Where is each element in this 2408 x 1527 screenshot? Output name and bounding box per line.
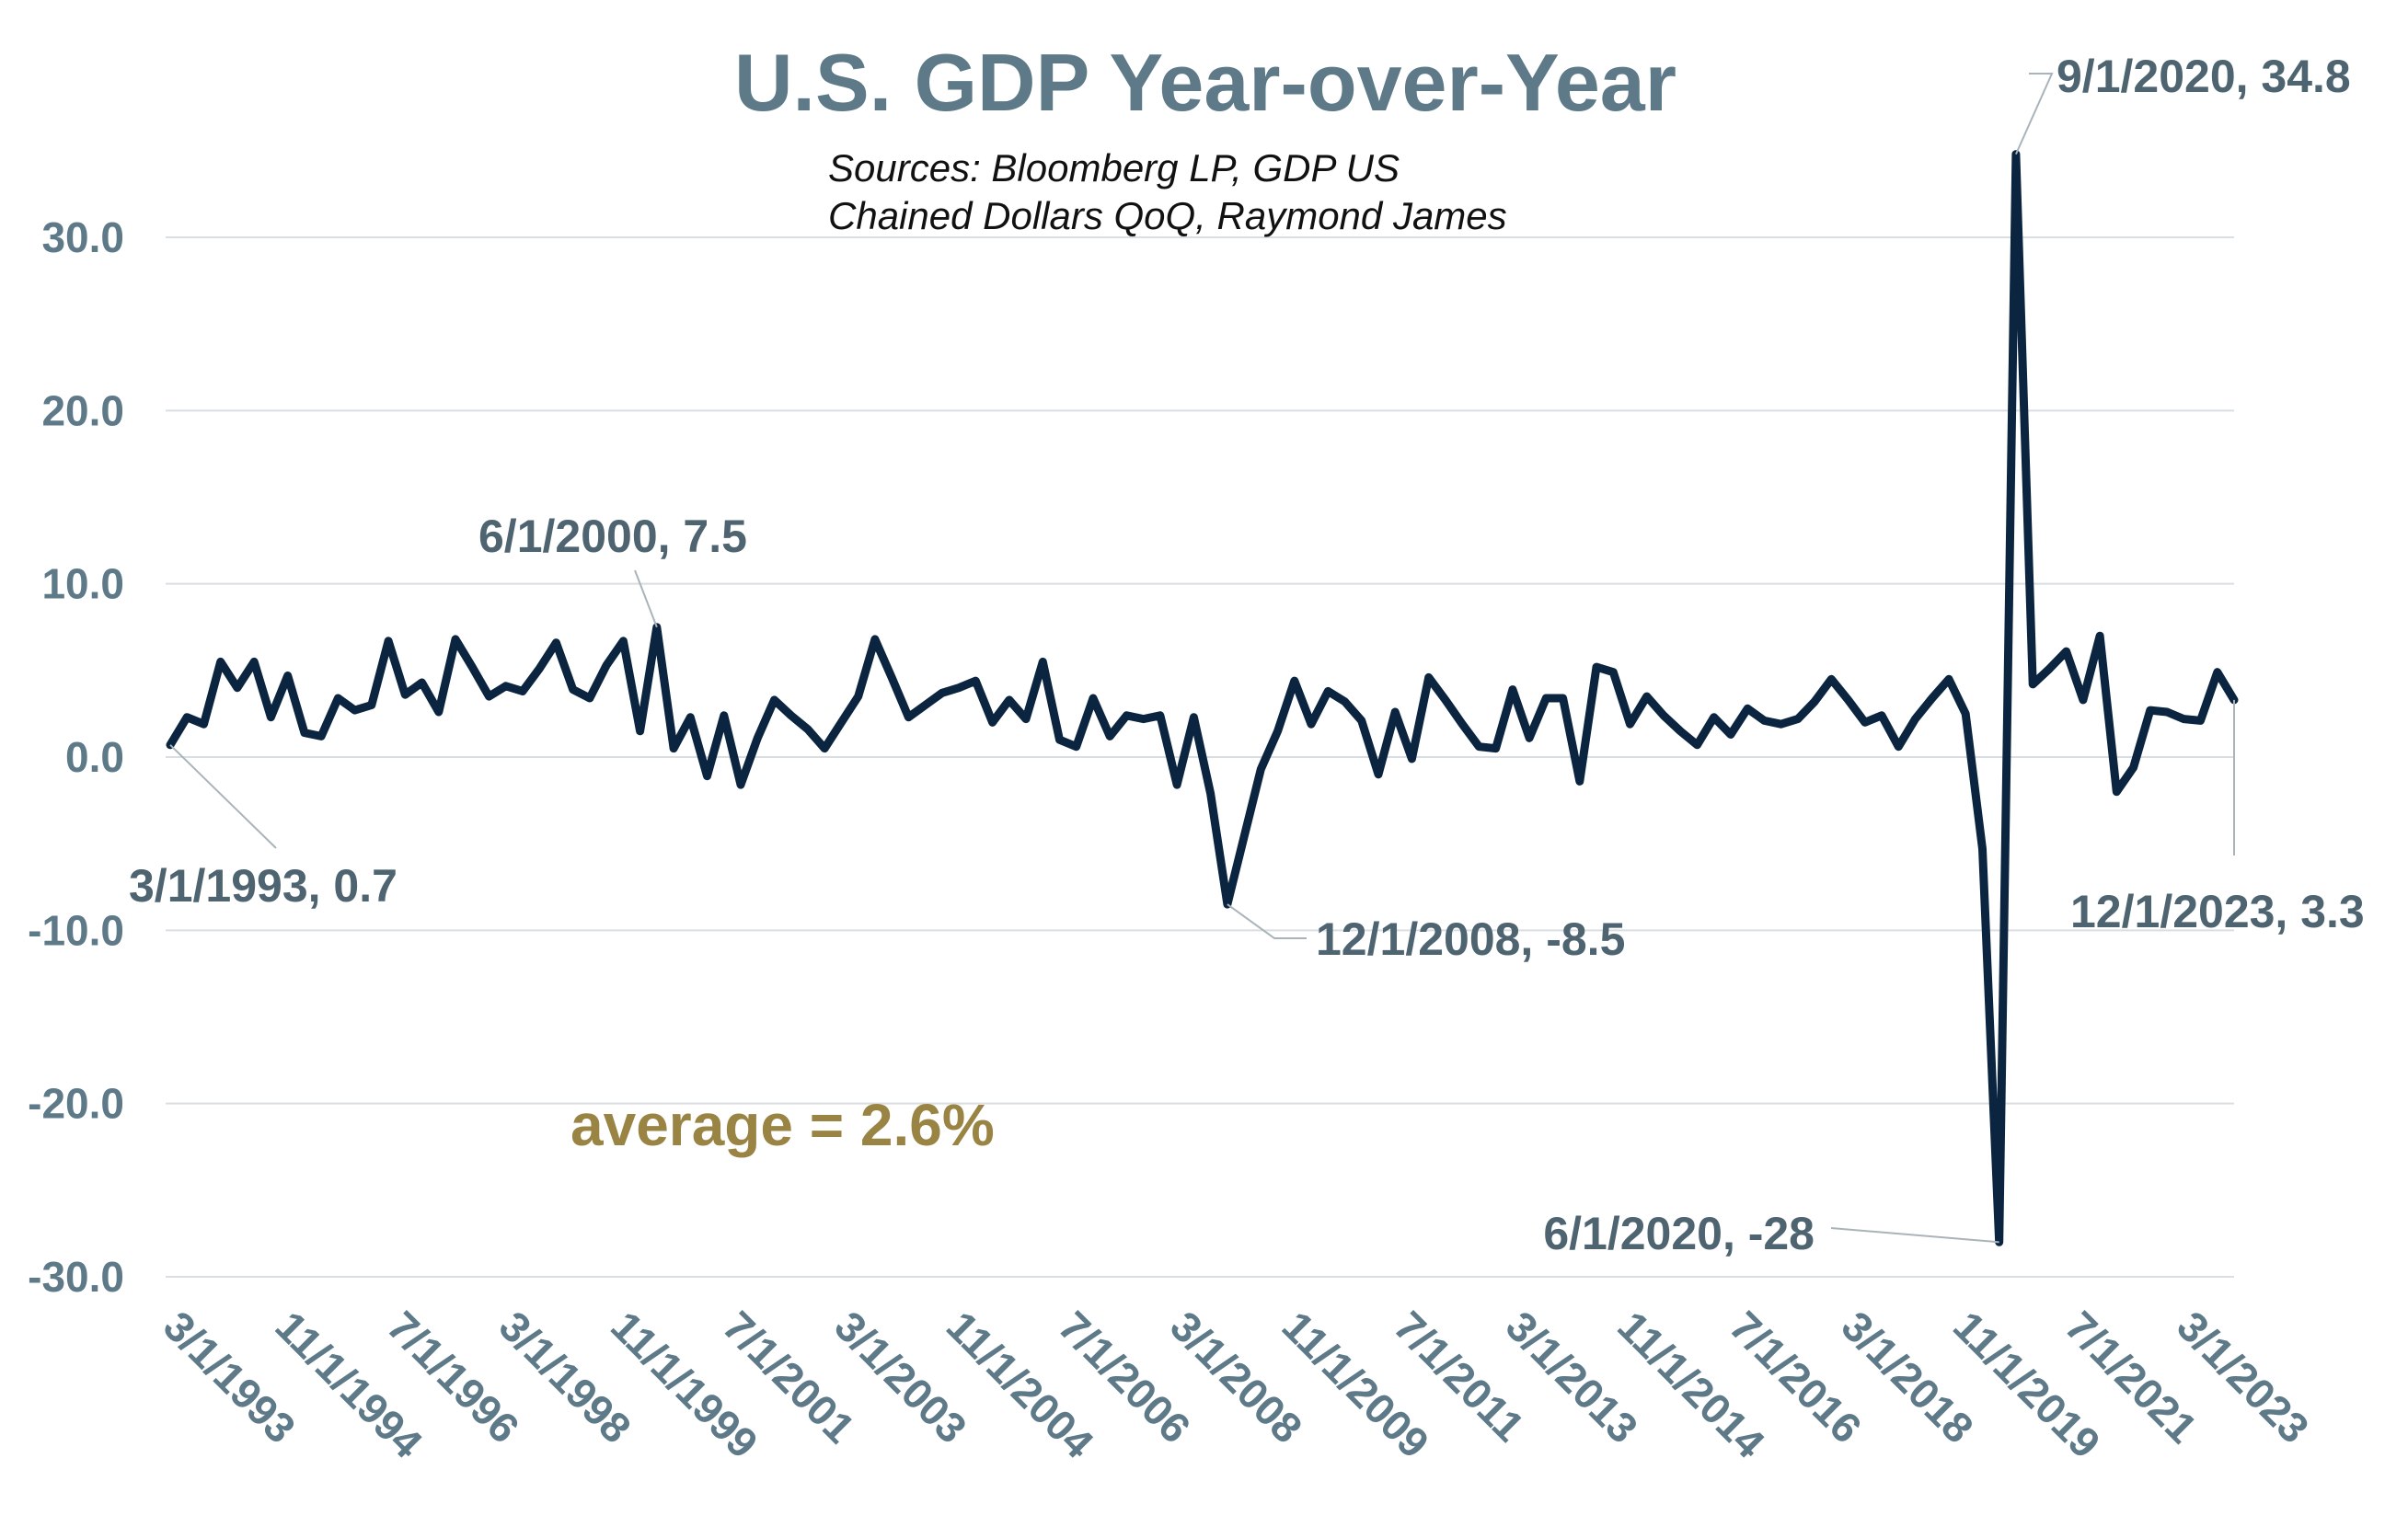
chart-subtitle-line-1: Sources: Bloomberg LP, GDP US [828,146,1400,189]
annotation-label: 6/1/2000, 7.5 [478,511,747,562]
chart-title: U.S. GDP Year-over-Year [734,37,1676,128]
y-tick-label: 20.0 [41,386,124,434]
annotation-leaders [169,73,2235,1244]
y-tick-label: 30.0 [41,213,124,261]
annotation-leader-line [2015,73,2054,155]
x-axis-ticks: 3/1/199311/1/19947/1/19963/1/199811/1/19… [155,1302,2319,1467]
y-tick-label: -20.0 [28,1080,124,1128]
annotation-label: 6/1/2020, -28 [1543,1208,1815,1259]
annotation-label: 9/1/2020, 34.8 [2057,51,2351,102]
annotation-label: 12/1/2008, -8.5 [1316,913,1625,965]
annotation-leader-line [1227,903,1307,939]
average-label: average = 2.6% [570,1092,995,1158]
chart-subtitle-line-2: Chained Dollars QoQ, Raymond James [828,194,1507,237]
y-axis-ticks: -30.0 -20.0 -10.0 0.0 10.0 20.0 30.0 [28,213,124,1301]
series-line-gdp-yoy [166,150,2239,1246]
gridlines [166,236,2234,1278]
annotation-leader-line [1830,1227,1999,1244]
annotations: 9/1/2020, 34.8 6/1/2000, 7.5 3/1/1993, 0.7… [129,51,2365,1259]
y-tick-label: -10.0 [28,906,124,954]
y-tick-label: -30.0 [28,1253,124,1301]
annotation-label: 12/1/2023, 3.3 [2070,886,2365,937]
y-tick-label: 10.0 [41,560,124,608]
annotation-label: 3/1/1993, 0.7 [129,860,397,912]
series-layer [166,150,2239,1246]
y-tick-label: 0.0 [65,733,124,781]
annotation-leader-line [634,569,658,628]
annotation-leader-line [169,744,277,849]
